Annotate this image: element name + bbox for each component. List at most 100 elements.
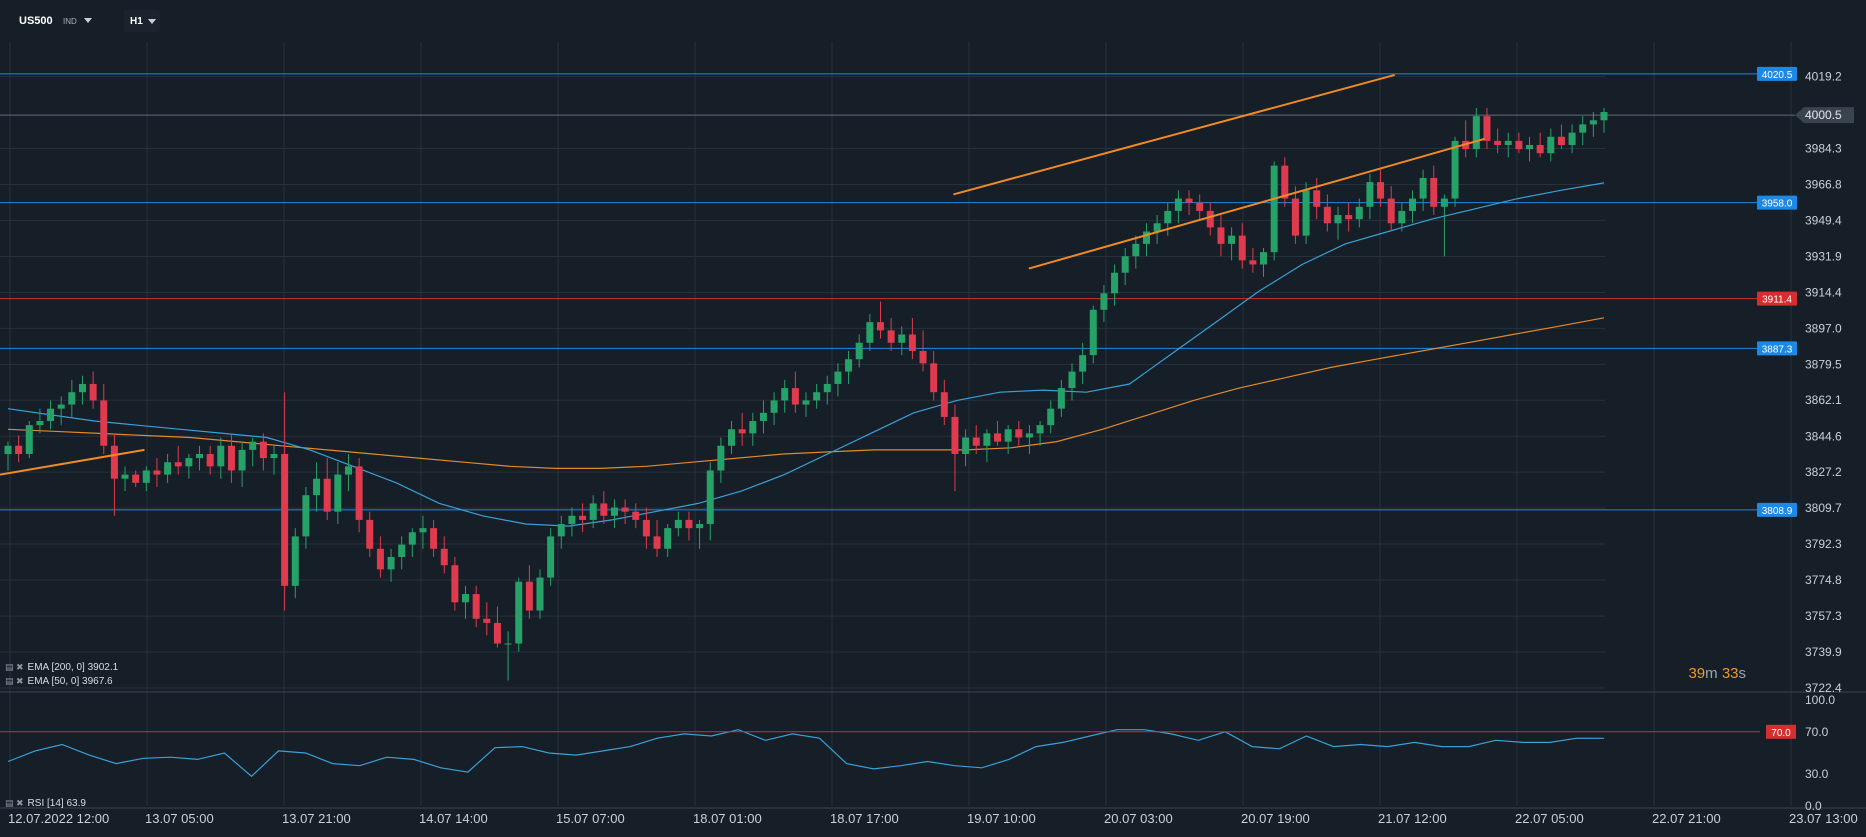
level-badge-label: 3911.4 bbox=[1762, 295, 1792, 306]
candle-body bbox=[249, 441, 257, 450]
candle-body bbox=[1111, 272, 1119, 294]
ema50-path bbox=[7, 182, 1605, 527]
time-axis[interactable]: 12.07.2022 12:00 13.07 05:00 13.07 21:00 14… bbox=[8, 811, 1858, 826]
horizontal-levels[interactable]: 4020.5 3958.0 3911.4 3887.3 3808.9 4000.5 bbox=[0, 66, 1854, 517]
candle-body bbox=[270, 453, 278, 459]
rsi-tick-label: 70.0 bbox=[1805, 725, 1829, 739]
candle-body bbox=[1504, 140, 1512, 145]
level-badge bbox=[1757, 66, 1797, 81]
candle-body bbox=[1270, 165, 1278, 253]
chevron-down-icon[interactable] bbox=[148, 19, 156, 24]
price-tick-label: 3862.1 bbox=[1805, 393, 1842, 407]
candle-body bbox=[887, 330, 895, 343]
current-price-badge bbox=[1795, 107, 1854, 124]
candle-body bbox=[536, 577, 544, 611]
candle-body bbox=[398, 544, 406, 557]
candle-body bbox=[504, 643, 512, 645]
candle-body bbox=[781, 388, 789, 401]
candle-body bbox=[1483, 116, 1491, 141]
candle-body bbox=[15, 445, 23, 454]
candle-body bbox=[1089, 309, 1097, 356]
candle-body bbox=[291, 536, 299, 586]
candle-body bbox=[47, 408, 55, 422]
settings-icon[interactable]: ▤ ✖ bbox=[5, 676, 24, 686]
price-tick-label: 3827.2 bbox=[1805, 465, 1842, 479]
candle-body bbox=[919, 350, 927, 364]
candle-body bbox=[1334, 215, 1342, 224]
candle-body bbox=[89, 383, 97, 401]
rsi-tick-label: 30.0 bbox=[1805, 767, 1829, 781]
settings-icon[interactable]: ▤ ✖ bbox=[5, 798, 24, 808]
candle-body bbox=[994, 433, 1002, 442]
candle-body bbox=[1345, 215, 1353, 220]
legend-ema50[interactable]: ▤ ✖ EMA [50, 0] 3967.6 bbox=[5, 676, 113, 687]
legend-rsi[interactable]: ▤ ✖ RSI [14] 63.9 bbox=[5, 798, 86, 809]
candle-body bbox=[770, 400, 778, 413]
candle-body bbox=[57, 404, 65, 409]
price-tick-label: 4000.5 bbox=[1805, 108, 1842, 122]
candle-body bbox=[4, 445, 12, 454]
candle-body bbox=[1377, 182, 1385, 199]
candle-body bbox=[1557, 136, 1565, 145]
rsi-pane[interactable]: 70.0 100.0 70.0 30.0 0.0 bbox=[0, 693, 1835, 813]
candle-body bbox=[1047, 408, 1055, 426]
candle-body bbox=[227, 445, 235, 471]
candle-body bbox=[685, 519, 693, 529]
level-badge bbox=[1757, 502, 1797, 517]
chevron-down-icon[interactable] bbox=[84, 18, 92, 23]
candle-body bbox=[1536, 144, 1544, 154]
candle-body bbox=[579, 515, 587, 520]
timeframe-selector[interactable]: H1 bbox=[124, 10, 160, 32]
candle-body bbox=[1494, 140, 1502, 145]
settings-icon[interactable]: ▤ ✖ bbox=[5, 662, 24, 672]
candle-body bbox=[110, 445, 118, 479]
candle-body bbox=[749, 421, 757, 434]
rsi-tick-label: 100.0 bbox=[1805, 693, 1835, 707]
price-tick-label: 3757.3 bbox=[1805, 609, 1842, 623]
candle-body bbox=[1355, 206, 1363, 220]
candle-body bbox=[1206, 210, 1214, 228]
candle-body bbox=[1398, 210, 1406, 224]
channel-lower-line bbox=[1028, 137, 1485, 270]
candle-body bbox=[281, 453, 289, 586]
candle-body bbox=[68, 392, 76, 405]
candle-body bbox=[525, 581, 533, 611]
time-tick-label: 23.07 13:00 bbox=[1789, 811, 1858, 826]
candle-body bbox=[206, 453, 214, 467]
ema200-legend-text: EMA [200, 0] 3902.1 bbox=[27, 662, 119, 673]
level-badge bbox=[1757, 291, 1797, 306]
price-tick-label: 4019.2 bbox=[1805, 70, 1842, 84]
candle-body bbox=[972, 437, 980, 446]
candle-body bbox=[493, 622, 501, 644]
candle-body bbox=[866, 322, 874, 343]
level-badge-label: 3958.0 bbox=[1762, 199, 1793, 210]
candle-body bbox=[664, 528, 672, 549]
candle-body bbox=[621, 507, 629, 512]
candle-body bbox=[238, 449, 246, 471]
current-price-label: 4000.5 bbox=[1805, 108, 1842, 122]
candle-body bbox=[515, 581, 523, 644]
candle-body bbox=[334, 474, 342, 512]
candle-body bbox=[1440, 198, 1448, 207]
candle-body bbox=[36, 421, 44, 426]
candle-body bbox=[1196, 202, 1204, 211]
candle-body bbox=[1057, 388, 1065, 409]
candle-body bbox=[1408, 198, 1416, 211]
legend-ema200[interactable]: ▤ ✖ EMA [200, 0] 3902.1 bbox=[5, 662, 118, 673]
candle-body bbox=[610, 507, 618, 516]
price-axis[interactable]: 4019.2 4000.5 3984.3 3966.8 3949.4 3931.9 3914… bbox=[1805, 70, 1842, 695]
candle-body bbox=[717, 445, 725, 471]
symbol-label[interactable]: US500 bbox=[19, 15, 53, 27]
rsi-overbought-label: 70.0 bbox=[1771, 728, 1791, 739]
candle-body bbox=[462, 594, 470, 603]
price-tick-label: 3792.3 bbox=[1805, 537, 1842, 551]
level-badge bbox=[1757, 195, 1797, 210]
candle-body bbox=[547, 536, 555, 578]
candle-body bbox=[759, 412, 767, 422]
candle-body bbox=[834, 371, 842, 384]
trend-channel-drawings[interactable] bbox=[0, 73, 1485, 476]
candle-body bbox=[1451, 140, 1459, 199]
candle-body bbox=[1526, 144, 1534, 150]
candle-body bbox=[951, 416, 959, 454]
